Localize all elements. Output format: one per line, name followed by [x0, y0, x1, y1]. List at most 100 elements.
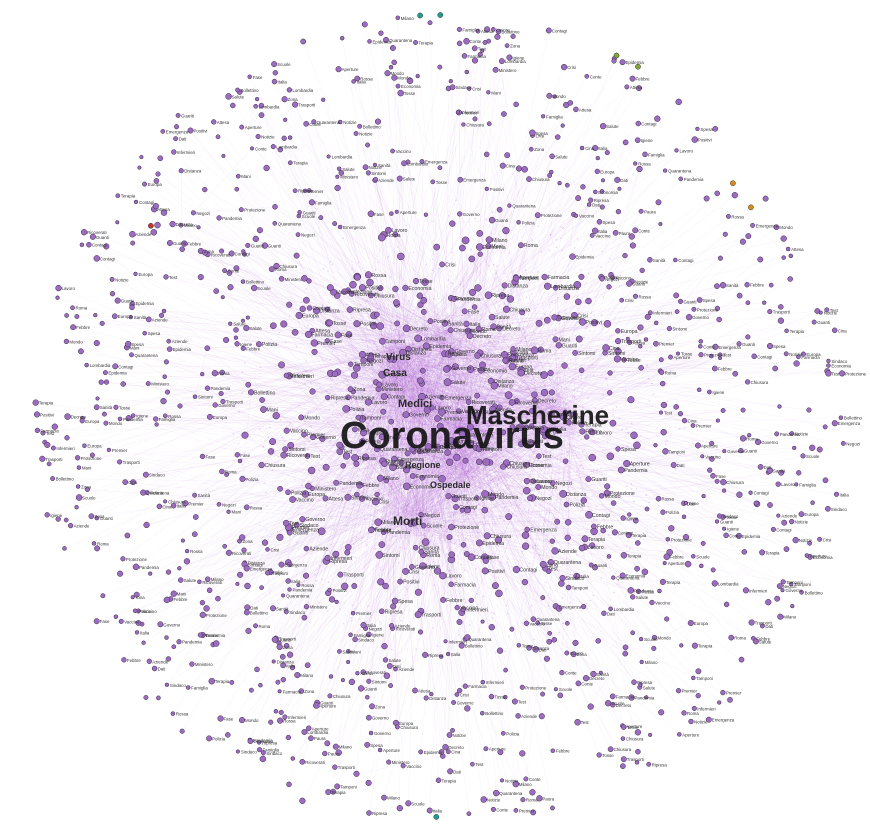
graph-edge: [380, 287, 551, 427]
edge-haze-dot: [374, 547, 377, 550]
graph-edge: [395, 365, 415, 524]
edge-haze-dot: [656, 333, 658, 336]
edge-haze-dot: [593, 314, 595, 316]
graph-edge: [403, 353, 445, 521]
edge-haze-dot: [619, 570, 622, 573]
graph-edge: [408, 510, 509, 517]
graph-edge: [283, 379, 386, 456]
graph-edge: [458, 437, 509, 517]
graph-node: [345, 544, 352, 551]
graph-node: [629, 242, 636, 249]
graph-edge: [276, 415, 465, 470]
edge-haze-dot: [349, 490, 352, 492]
graph-edge: [397, 199, 591, 358]
edge-haze-dot: [479, 378, 481, 380]
graph-edge: [477, 399, 631, 422]
edge-haze-dot: [423, 532, 426, 535]
edge-haze-dot: [590, 312, 593, 315]
edge-haze-dot: [441, 389, 444, 391]
graph-node: [378, 541, 386, 548]
graph-edge: [279, 515, 402, 648]
edge-haze-dot: [522, 327, 524, 330]
edge-haze-dot: [618, 417, 621, 420]
edge-haze-dot: [547, 605, 550, 607]
edge-haze-dot: [343, 623, 345, 625]
graph-edge: [451, 472, 739, 537]
edge-haze-dot: [396, 246, 399, 248]
graph-edge: [555, 142, 626, 396]
edge-haze-dot: [281, 436, 283, 439]
graph-node: [622, 139, 629, 146]
edge-haze-dot: [580, 610, 582, 612]
graph-edge: [381, 365, 483, 714]
graph-edge: [415, 340, 534, 482]
graph-edge: [423, 123, 639, 387]
graph-node: [611, 575, 616, 580]
graph-node: [757, 464, 764, 470]
edge-haze-dot: [431, 627, 434, 629]
graph-edge: [270, 374, 401, 573]
graph-edge: [436, 169, 525, 309]
edge-haze-dot: [433, 389, 436, 391]
graph-edge: [312, 466, 442, 489]
edge-haze-dot: [460, 563, 462, 566]
graph-edge: [387, 352, 416, 548]
edge-haze-dot: [560, 612, 563, 615]
graph-edge: [411, 379, 450, 538]
graph-node: [286, 301, 293, 308]
edge-haze-dot: [674, 467, 677, 470]
graph-edge: [395, 366, 424, 526]
graph-edge: [173, 432, 469, 594]
graph-edge: [413, 527, 416, 548]
edge-haze-dot: [545, 514, 547, 516]
edge-haze-dot: [610, 510, 612, 513]
graph-edge: [397, 125, 604, 390]
edge-haze-dot: [445, 553, 448, 555]
graph-node: [607, 390, 613, 396]
edge-haze-dot: [354, 608, 356, 610]
graph-edge: [464, 434, 553, 751]
graph-edge: [415, 382, 483, 714]
edge-haze-dot: [458, 375, 461, 378]
graph-edge: [421, 516, 723, 527]
graph-edge: [410, 523, 450, 538]
edge-haze-dot: [577, 376, 580, 379]
graph-edge: [441, 333, 507, 361]
edge-haze-dot: [514, 539, 517, 541]
edge-haze-dot: [259, 428, 261, 431]
graph-edge: [455, 476, 586, 539]
graph-edge: [395, 345, 450, 538]
graph-edge: [395, 401, 466, 461]
graph-edge: [491, 408, 572, 498]
graph-node: [446, 534, 453, 541]
edge-haze-dot: [412, 344, 415, 346]
graph-edge: [422, 339, 445, 567]
graph-edge: [404, 322, 595, 376]
graph-edge: [402, 371, 564, 495]
graph-edge: [307, 358, 408, 666]
graph-edge: [402, 505, 668, 540]
edge-haze-dot: [430, 411, 433, 414]
graph-node: [615, 338, 622, 345]
graph-node: [440, 596, 447, 603]
graph-edge: [251, 148, 572, 421]
graph-node: [521, 578, 529, 586]
edge-haze-dot: [447, 541, 449, 544]
edge-haze-dot: [588, 561, 590, 564]
graph-edge: [322, 374, 407, 439]
edge-haze-dot: [652, 393, 655, 395]
edge-haze-dot: [471, 478, 473, 481]
edge-haze-dot: [488, 311, 491, 314]
edge-haze-dot: [507, 612, 509, 615]
edge-haze-dot: [612, 413, 614, 416]
edge-haze-dot: [531, 239, 533, 241]
edge-haze-dot: [462, 598, 465, 601]
graph-node: [781, 255, 786, 260]
edge-haze-dot: [429, 362, 431, 365]
graph-node: [622, 650, 629, 657]
edge-haze-dot: [503, 272, 506, 275]
graph-edge: [289, 464, 464, 590]
edge-haze-dot: [305, 288, 308, 290]
graph-edge: [242, 281, 563, 406]
edge-haze-dot: [434, 384, 436, 386]
